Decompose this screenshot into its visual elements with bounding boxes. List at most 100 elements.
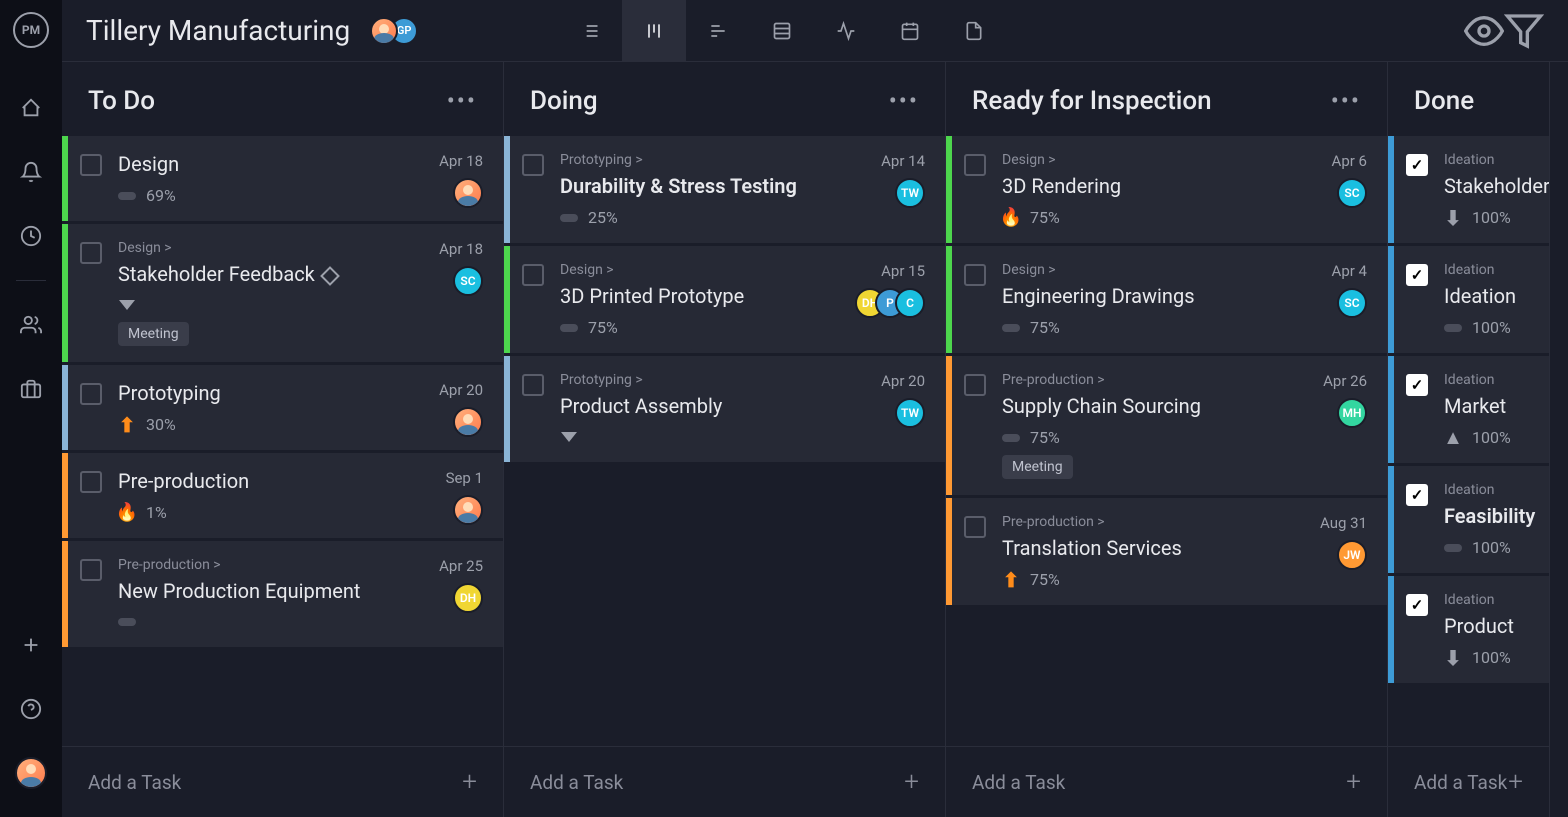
filter-icon[interactable] (1504, 11, 1544, 51)
avatar[interactable] (453, 407, 483, 437)
task-card[interactable]: Prototyping >Durability & Stress Testing… (504, 136, 945, 244)
task-card[interactable]: IdeationStakeholder⬇100% (1388, 136, 1549, 244)
card-checkbox[interactable] (1406, 264, 1428, 286)
plus-icon[interactable] (11, 625, 51, 665)
task-card[interactable]: Design >3D Rendering🔥75%Apr 6SC (946, 136, 1387, 244)
card-right: Apr 20 (439, 381, 483, 437)
avatar[interactable]: DH (453, 583, 483, 613)
file-view-tab[interactable] (942, 0, 1006, 62)
card-assignees[interactable]: JW (1337, 540, 1367, 570)
task-card[interactable]: Design >3D Printed Prototype75%Apr 15DHP… (504, 246, 945, 354)
column-menu-icon[interactable]: ••• (447, 89, 477, 113)
avatar[interactable]: TW (895, 398, 925, 428)
card-checkbox[interactable] (964, 264, 986, 286)
cards-container: Design >3D Rendering🔥75%Apr 6SCDesign >E… (946, 136, 1387, 746)
board-view-tab[interactable] (622, 0, 686, 62)
card-assignees[interactable]: SC (1337, 178, 1367, 208)
add-task-button[interactable]: Add a Task+ (946, 746, 1387, 817)
task-card[interactable]: Pre-production >Supply Chain Sourcing75%… (946, 356, 1387, 496)
add-task-button[interactable]: Add a Task+ (1388, 746, 1549, 817)
card-breadcrumb: Design > (1002, 152, 1367, 168)
add-task-button[interactable]: Add a Task+ (504, 746, 945, 817)
task-card[interactable]: Design69%Apr 18 (62, 136, 503, 222)
card-checkbox[interactable] (522, 374, 544, 396)
card-checkbox[interactable] (964, 154, 986, 176)
card-checkbox[interactable] (1406, 594, 1428, 616)
card-assignees[interactable]: TW (895, 178, 925, 208)
column-menu-icon[interactable]: ••• (889, 89, 919, 113)
task-card[interactable]: Pre-production >New Production Equipment… (62, 541, 503, 648)
card-checkbox[interactable] (964, 374, 986, 396)
card-checkbox[interactable] (522, 264, 544, 286)
sheet-view-tab[interactable] (750, 0, 814, 62)
card-checkbox[interactable] (80, 154, 102, 176)
briefcase-icon[interactable] (11, 369, 51, 409)
card-percent: 1% (146, 503, 167, 522)
card-breadcrumb: Ideation (1444, 592, 1529, 608)
card-checkbox[interactable] (1406, 484, 1428, 506)
avatar[interactable]: JW (1337, 540, 1367, 570)
avatar[interactable] (453, 495, 483, 525)
bell-icon[interactable] (11, 152, 51, 192)
task-card[interactable]: Pre-production >Translation Services⬆75%… (946, 498, 1387, 606)
cards-container: Design69%Apr 18Design >Stakeholder Feedb… (62, 136, 503, 746)
app-logo[interactable]: PM (13, 12, 49, 48)
home-icon[interactable] (11, 88, 51, 128)
avatar[interactable] (453, 178, 483, 208)
avatar[interactable]: TW (895, 178, 925, 208)
task-card[interactable]: IdeationFeasibility100% (1388, 466, 1549, 574)
task-card[interactable]: Design >Engineering Drawings75%Apr 4SC (946, 246, 1387, 354)
card-checkbox[interactable] (964, 516, 986, 538)
calendar-view-tab[interactable] (878, 0, 942, 62)
column-menu-icon[interactable]: ••• (1331, 89, 1361, 113)
card-meta: ⬇100% (1444, 648, 1529, 667)
list-view-tab[interactable] (558, 0, 622, 62)
avatar[interactable]: SC (453, 266, 483, 296)
help-icon[interactable] (11, 689, 51, 729)
card-checkbox[interactable] (1406, 154, 1428, 176)
card-assignees[interactable]: DH (453, 583, 483, 613)
card-assignees[interactable] (453, 407, 483, 437)
card-checkbox[interactable] (80, 242, 102, 264)
card-checkbox[interactable] (1406, 374, 1428, 396)
add-task-label: Add a Task (530, 771, 623, 794)
card-checkbox[interactable] (80, 383, 102, 405)
header-avatars[interactable]: GP (370, 17, 418, 45)
activity-view-tab[interactable] (814, 0, 878, 62)
eye-icon[interactable] (1464, 11, 1504, 51)
gantt-view-tab[interactable] (686, 0, 750, 62)
task-card[interactable]: IdeationProduct⬇100% (1388, 576, 1549, 684)
card-assignees[interactable]: DHPC (855, 288, 925, 318)
card-assignees[interactable]: SC (1337, 288, 1367, 318)
user-avatar[interactable] (11, 753, 51, 793)
card-percent: 100% (1472, 538, 1511, 557)
avatar[interactable]: MH (1337, 398, 1367, 428)
task-card[interactable]: Prototyping⬆30%Apr 20 (62, 365, 503, 451)
card-meta (560, 428, 925, 446)
card-checkbox[interactable] (522, 154, 544, 176)
card-date: Apr 18 (439, 240, 483, 258)
priority-icon: ⬆ (1002, 571, 1020, 589)
card-assignees[interactable]: TW (895, 398, 925, 428)
task-card[interactable]: Pre-production🔥1%Sep 1 (62, 453, 503, 539)
clock-icon[interactable] (11, 216, 51, 256)
card-assignees[interactable] (453, 178, 483, 208)
avatar[interactable]: SC (1337, 178, 1367, 208)
avatar[interactable]: C (895, 288, 925, 318)
card-checkbox[interactable] (80, 559, 102, 581)
task-card[interactable]: Design >Stakeholder FeedbackMeetingApr 1… (62, 224, 503, 363)
avatar[interactable] (370, 17, 398, 45)
task-card[interactable]: IdeationIdeation100% (1388, 246, 1549, 354)
priority-icon: 🔥 (118, 504, 136, 522)
priority-icon (560, 319, 578, 337)
card-checkbox[interactable] (80, 471, 102, 493)
add-task-button[interactable]: Add a Task+ (62, 746, 503, 817)
card-assignees[interactable] (453, 495, 483, 525)
task-card[interactable]: Prototyping >Product AssemblyApr 20TW (504, 356, 945, 463)
card-assignees[interactable]: MH (1337, 398, 1367, 428)
card-meta: 🔥75% (1002, 208, 1367, 227)
card-assignees[interactable]: SC (453, 266, 483, 296)
people-icon[interactable] (11, 305, 51, 345)
task-card[interactable]: IdeationMarket▲100% (1388, 356, 1549, 464)
avatar[interactable]: SC (1337, 288, 1367, 318)
